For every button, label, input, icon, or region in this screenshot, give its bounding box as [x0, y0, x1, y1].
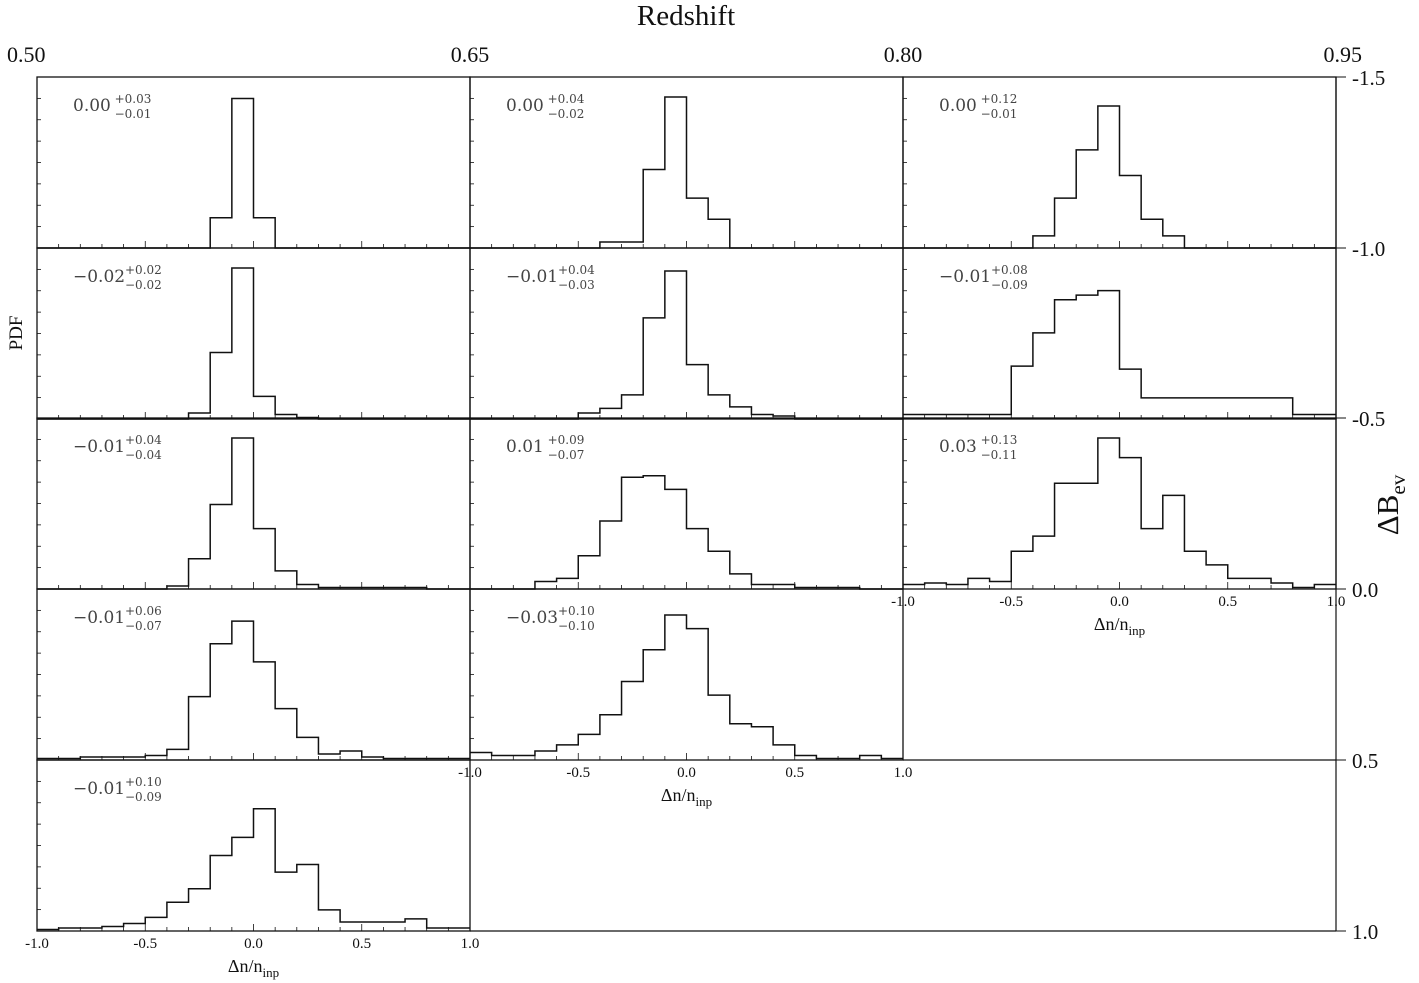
panel-annotation-minus: −0.09: [125, 790, 162, 804]
panel-annotation-minus: −0.04: [125, 448, 162, 462]
x-tick-label: 1.0: [461, 936, 480, 952]
panel-annotation-value: −0.01: [73, 608, 125, 628]
panel-annotation-value: 0.00: [939, 96, 977, 116]
panel-annotation-value: 0.03: [939, 437, 977, 457]
x-tick-label: 1.0: [1327, 594, 1346, 610]
x-tick-label: -0.5: [999, 594, 1023, 610]
panel-annotation-plus: +0.02: [125, 263, 162, 277]
x-tick-label: 0.5: [785, 765, 804, 781]
panel-annotation-minus: −0.02: [125, 278, 162, 292]
panel-annotation-plus: +0.03: [115, 92, 152, 106]
histogram-steps: [470, 270, 903, 420]
y-axis-label: PDF: [6, 316, 27, 351]
histogram-steps: [903, 437, 1336, 589]
panel-annotation-plus: +0.13: [981, 433, 1018, 447]
top-axis-tick-label: 0.95: [1324, 42, 1363, 67]
x-axis-label: Δn/ninp: [1094, 614, 1145, 638]
histogram-steps: [37, 267, 470, 420]
x-axis-label-sub: inp: [1128, 623, 1145, 638]
panel-annotation-minus: −0.07: [548, 448, 585, 462]
panel-annotation-value: 0.00: [73, 96, 111, 116]
panel-annotation-value: −0.01: [939, 267, 991, 287]
histogram-steps: [470, 96, 903, 249]
top-axis-tick-label: 0.50: [7, 42, 46, 67]
histogram-steps: [903, 105, 1336, 249]
right-axis-tick-label: 0.0: [1352, 578, 1378, 602]
panel-annotation-minus: −0.09: [991, 278, 1028, 292]
x-tick-label: 0.0: [1110, 594, 1129, 610]
panel-annotation-plus: +0.09: [548, 433, 585, 447]
right-axis-label: ΔBev: [1370, 474, 1410, 535]
panel-annotation-value: −0.01: [506, 267, 558, 287]
x-tick-label: -0.5: [566, 765, 590, 781]
histogram-steps: [903, 289, 1336, 416]
x-axis-label-main: Δn/n: [661, 785, 696, 805]
x-axis-label: Δn/ninp: [228, 956, 279, 980]
top-axis-tick-label: 0.80: [884, 42, 923, 67]
panel-annotation-minus: −0.10: [558, 619, 595, 633]
panel-annotation-plus: +0.04: [548, 92, 585, 106]
top-axis-tick-label: 0.65: [451, 42, 490, 67]
x-tick-label: 0.5: [352, 936, 371, 952]
panel-annotation-value: −0.01: [73, 779, 125, 799]
histogram-steps: [470, 614, 903, 760]
x-tick-label: 0.0: [244, 936, 263, 952]
panel-annotation-value: 0.00: [506, 96, 544, 116]
right-axis-tick-label: 0.5: [1352, 749, 1378, 773]
panel-annotation-minus: −0.07: [125, 619, 162, 633]
panel-annotation-minus: −0.01: [981, 107, 1018, 121]
panel-annotation-plus: +0.04: [125, 433, 162, 447]
panel-annotation-plus: +0.08: [991, 263, 1028, 277]
x-axis-label-main: Δn/n: [1094, 614, 1129, 634]
panel-annotation-plus: +0.06: [125, 604, 162, 618]
panel-annotation-minus: −0.01: [115, 107, 152, 121]
histogram-steps: [37, 97, 470, 249]
right-axis-label-sub: ev: [1386, 474, 1410, 494]
top-axis-label: Redshift: [637, 0, 735, 32]
histogram-steps: [37, 437, 470, 590]
x-axis-label: Δn/ninp: [661, 785, 712, 809]
right-axis-tick-label: -1.0: [1352, 237, 1385, 261]
panel-annotation-plus: +0.12: [981, 92, 1018, 106]
plot-layer: 0.50 0.65 0.80 0.95-1.5 -1.0 -0.5 0.0 0.5 1.0 0.0…: [7, 42, 1385, 980]
histogram-steps: [470, 475, 903, 590]
panel-annotation-plus: +0.10: [125, 775, 162, 789]
x-axis-label-sub: inp: [262, 965, 279, 980]
panel-annotation-plus: +0.04: [558, 263, 595, 277]
histogram-steps: [37, 807, 470, 931]
panel-annotation-value: −0.02: [73, 267, 125, 287]
x-tick-label: 1.0: [894, 765, 913, 781]
panel-annotation-minus: −0.11: [981, 448, 1018, 462]
panel-annotation-value: −0.03: [506, 608, 558, 628]
right-axis-tick-label: -1.5: [1352, 66, 1385, 90]
x-tick-label: -1.0: [25, 936, 49, 952]
x-tick-label: -1.0: [891, 594, 915, 610]
x-tick-label: -0.5: [133, 936, 157, 952]
histogram-steps: [37, 620, 470, 760]
right-axis-label-main: ΔB: [1370, 495, 1405, 536]
panel-annotation-minus: −0.03: [558, 278, 595, 292]
panel-annotation-plus: +0.10: [558, 604, 595, 618]
panel-annotation-minus: −0.02: [548, 107, 585, 121]
right-axis-tick-label: -0.5: [1352, 407, 1385, 431]
x-tick-label: -1.0: [458, 765, 482, 781]
x-tick-label: 0.0: [677, 765, 696, 781]
right-axis-tick-label: 1.0: [1352, 920, 1378, 944]
x-tick-label: 0.5: [1218, 594, 1237, 610]
x-axis-label-main: Δn/n: [228, 956, 263, 976]
x-axis-label-sub: inp: [695, 794, 712, 809]
panel-annotation-value: 0.01: [506, 437, 544, 457]
panel-annotation-value: −0.01: [73, 437, 125, 457]
